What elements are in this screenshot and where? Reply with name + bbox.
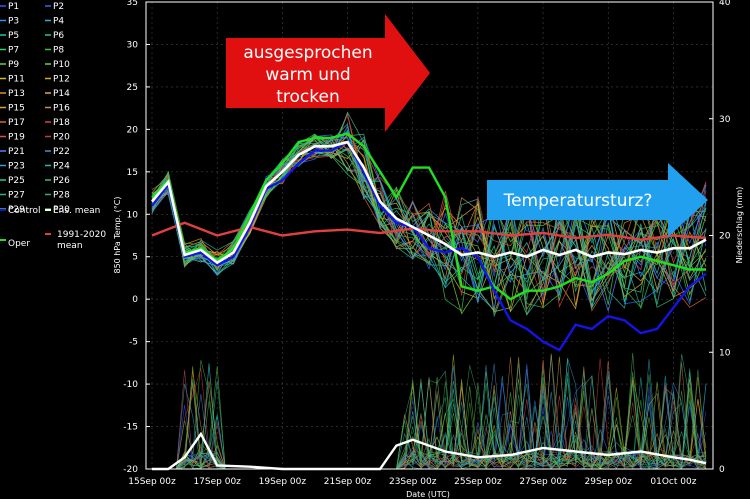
ensemble-member-line — [151, 130, 707, 312]
y-tick-label: 15 — [127, 168, 138, 178]
legend-label: P19 — [8, 133, 25, 143]
legend-label: P6 — [53, 31, 64, 41]
y-tick-label: 25 — [127, 83, 138, 93]
x-tick-label: 25Sep 00z — [454, 477, 502, 487]
legend-label: Ens. mean — [53, 206, 100, 216]
y-tick-label: -15 — [123, 423, 138, 433]
y-tick-label: 5 — [132, 253, 138, 263]
x-tick-label: 21Sep 00z — [324, 477, 372, 487]
legend-label: P24 — [53, 162, 70, 172]
x-tick-label: 17Sep 00z — [193, 477, 241, 487]
ensemble-member-line — [151, 135, 707, 304]
legend-label: P9 — [8, 60, 19, 70]
legend-label: P1 — [8, 2, 19, 12]
highlight-series-lines — [151, 132, 707, 471]
legend-label: P4 — [53, 17, 64, 27]
series-line-ens-mean — [151, 140, 707, 265]
x-tick-label: 23Sep 00z — [389, 477, 437, 487]
warm-dry-arrow-line1: ausgesprochen — [243, 43, 372, 63]
y-tick-label: 30 — [127, 40, 139, 50]
warm-dry-arrow: ausgesprochen warm und trocken — [226, 14, 430, 132]
series-line-control — [151, 140, 707, 352]
y2-tick-label: 40 — [719, 0, 731, 8]
warm-dry-arrow-line2: warm und — [265, 65, 350, 85]
ensemble-member-lines — [151, 111, 707, 470]
ensemble-member-line — [151, 136, 707, 313]
legend: P1 P2 P3 P4 P5 P6 P7 P8 P9 P10 P11 P12 P13 P14 P15 P16 P… — [0, 2, 106, 251]
y2-tick-label: 10 — [719, 348, 731, 358]
legend-label: P22 — [53, 147, 70, 157]
warm-dry-arrow-line3: trocken — [276, 87, 340, 107]
x-tick-label: 15Sep 00z — [128, 477, 176, 487]
legend-label: P15 — [8, 104, 25, 114]
series-line-oper — [151, 132, 706, 301]
temperature-drop-arrow-text: Temperatursturz? — [503, 191, 653, 211]
x-tick-label: 29Sep 00z — [585, 477, 633, 487]
x-axis-ticks: 15Sep 00z 17Sep 00z 19Sep 00z 21Sep 00z 23Se… — [128, 477, 696, 487]
legend-label: P18 — [53, 118, 70, 128]
legend-label: mean — [57, 241, 83, 251]
y-axis-title: 850 hPa Temp. (°C) — [113, 196, 122, 273]
ensemble-member-line — [151, 129, 707, 318]
legend-label: P23 — [8, 162, 25, 172]
ensemble-member-line — [151, 111, 707, 309]
legend-label: P27 — [8, 191, 25, 201]
y-tick-label: -20 — [123, 465, 138, 475]
x-axis-title: Date (UTC) — [406, 490, 450, 499]
y-tick-label: 0 — [132, 295, 138, 305]
legend-label: P30 — [53, 205, 70, 215]
legend-label: P10 — [53, 60, 70, 70]
legend-label: Oper — [8, 239, 30, 249]
y-axis-ticks: -20 -15 -10 -5 0 5 10 15 20 25 30 35 — [123, 0, 150, 475]
legend-label: P7 — [8, 46, 19, 56]
y2-axis-title: Niederschlag (mm) — [735, 187, 744, 264]
legend-label: P28 — [53, 191, 70, 201]
legend-label: P5 — [8, 31, 19, 41]
legend-label: P2 — [53, 2, 64, 12]
warm-dry-arrow-shape — [226, 14, 430, 132]
legend-label: P8 — [53, 46, 64, 56]
y-tick-label: 20 — [127, 125, 139, 135]
series-line-1991-2020-mean — [151, 221, 707, 241]
ensemble-member-line — [151, 133, 707, 312]
legend-label: 1991-2020 — [57, 230, 106, 240]
legend-label: P25 — [8, 176, 25, 186]
legend-label: P16 — [53, 104, 70, 114]
legend-label: P21 — [8, 147, 25, 157]
temperature-drop-arrow-shape — [487, 163, 708, 237]
temperature-drop-arrow: Temperatursturz? — [487, 163, 708, 237]
y-tick-label: -10 — [123, 380, 138, 390]
series-line-precip-mean — [152, 431, 707, 471]
legend-label: P11 — [8, 75, 25, 85]
y-tick-label: 35 — [127, 0, 138, 8]
x-tick-label: 27Sep 00z — [519, 477, 567, 487]
legend-label: Control — [8, 206, 41, 216]
legend-label: P14 — [53, 89, 70, 99]
x-tick-label: 19Sep 00z — [259, 477, 307, 487]
y2-tick-label: 0 — [719, 465, 725, 475]
y-tick-label: -5 — [129, 338, 138, 348]
legend-label: P26 — [53, 176, 70, 186]
legend-label: P3 — [8, 17, 19, 27]
legend-label: P12 — [53, 75, 70, 85]
legend-label: P13 — [8, 89, 25, 99]
y2-tick-label: 30 — [719, 115, 731, 125]
legend-label: P29 — [8, 205, 25, 215]
x-tick-label: 01Oct 00z — [650, 477, 696, 487]
y-tick-label: 10 — [127, 210, 139, 220]
y2-axis-ticks: 0 10 20 30 40 — [709, 0, 731, 475]
legend-label: P17 — [8, 118, 25, 128]
y2-tick-label: 20 — [719, 232, 731, 242]
legend-label: P20 — [53, 133, 70, 143]
